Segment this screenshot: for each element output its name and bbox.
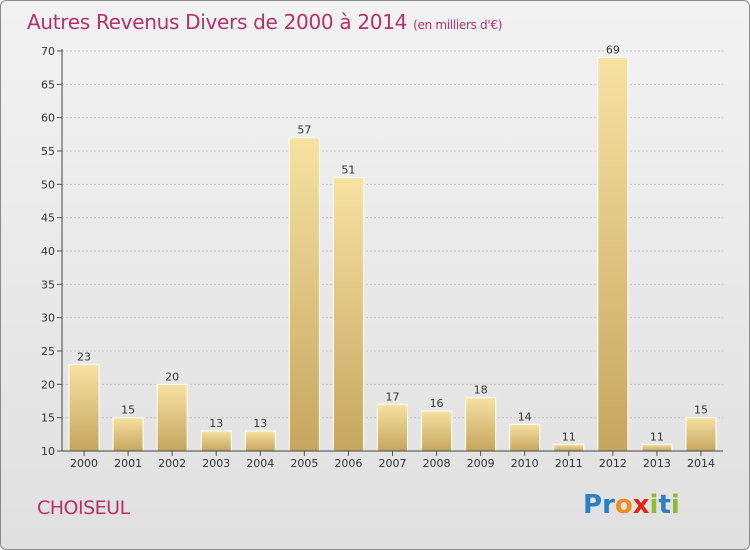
bar-2003 (200, 430, 232, 452)
bar-2005 (288, 137, 320, 452)
x-tick-label-2003: 2003 (202, 457, 230, 470)
x-tick-label-2010: 2010 (511, 457, 539, 470)
value-label-2013: 11 (650, 430, 664, 443)
value-label-2007: 17 (386, 390, 400, 403)
proxiti-logo: Proxiti (583, 490, 680, 520)
y-tick-label-25: 25 (41, 345, 55, 358)
value-label-2001: 15 (121, 404, 135, 417)
bar-2004 (244, 430, 276, 452)
logo-letter: r (602, 490, 615, 520)
value-label-2011: 11 (562, 430, 576, 443)
y-tick-label-50: 50 (41, 178, 55, 191)
y-tick-label-40: 40 (41, 245, 55, 258)
bar-2002 (156, 383, 188, 452)
logo-letter: i (649, 490, 659, 520)
chart-title-unit: (en milliers d'€) (413, 18, 503, 32)
value-label-2014: 15 (694, 404, 708, 417)
y-tick-label-70: 70 (41, 45, 55, 58)
value-label-2012: 69 (606, 44, 620, 57)
value-label-2004: 13 (253, 417, 267, 430)
value-label-2003: 13 (209, 417, 223, 430)
value-label-2008: 16 (430, 397, 444, 410)
y-tick-label-45: 45 (41, 212, 55, 225)
x-tick-label-2000: 2000 (70, 457, 98, 470)
value-label-2005: 57 (297, 124, 311, 137)
logo-letter: P (583, 490, 603, 520)
bars-layer: 23 15 20 13 13 57 51 17 16 18 14 11 69 11 15 (68, 44, 717, 452)
x-tick-label-2007: 2007 (379, 457, 407, 470)
x-tick-label-2001: 2001 (114, 457, 142, 470)
x-tick-label-2009: 2009 (467, 457, 495, 470)
value-label-2009: 18 (474, 384, 488, 397)
y-tick-label-20: 20 (41, 378, 55, 391)
axis-layer: 10 15 20 25 30 35 40 45 50 55 60 65 70 2000 2001 2002 20… (41, 45, 723, 470)
chart-title: Autres Revenus Divers de 2000 à 2014 (en … (27, 10, 502, 34)
y-tick-label-10: 10 (41, 445, 55, 458)
y-tick-label-30: 30 (41, 312, 55, 325)
bar-2013 (641, 443, 673, 452)
bar-2009 (465, 397, 497, 452)
x-tick-label-2004: 2004 (246, 457, 274, 470)
x-tick-label-2013: 2013 (643, 457, 671, 470)
logo-letter: x (632, 490, 650, 520)
bar-2000 (68, 363, 100, 452)
logo-letter: t (658, 490, 671, 520)
bar-2001 (112, 417, 144, 452)
x-tick-label-2014: 2014 (687, 457, 715, 470)
y-tick-label-65: 65 (41, 78, 55, 91)
logo-letter: i (670, 490, 680, 520)
x-tick-label-2012: 2012 (599, 457, 627, 470)
x-tick-label-2011: 2011 (555, 457, 583, 470)
bar-2014 (685, 417, 717, 452)
value-label-2010: 14 (518, 410, 532, 423)
y-tick-label-60: 60 (41, 112, 55, 125)
bar-2010 (509, 423, 541, 452)
x-tick-label-2005: 2005 (290, 457, 318, 470)
bar-2008 (421, 410, 453, 452)
bar-2011 (553, 443, 585, 452)
logo-letter: o (614, 490, 633, 520)
x-tick-label-2006: 2006 (334, 457, 362, 470)
bar-2006 (332, 177, 364, 452)
bar-2007 (377, 403, 408, 452)
commune-name: CHOISEUL (37, 497, 130, 519)
y-tick-label-55: 55 (41, 145, 55, 158)
x-tick-label-2008: 2008 (423, 457, 451, 470)
y-tick-label-35: 35 (41, 278, 55, 291)
value-label-2000: 23 (77, 350, 91, 363)
y-tick-label-15: 15 (41, 412, 55, 425)
value-label-2006: 51 (341, 164, 355, 177)
chart-title-text: Autres Revenus Divers de 2000 à 2014 (27, 10, 408, 34)
x-tick-label-2002: 2002 (158, 457, 186, 470)
value-label-2002: 20 (165, 370, 179, 383)
bar-2012 (597, 57, 629, 452)
